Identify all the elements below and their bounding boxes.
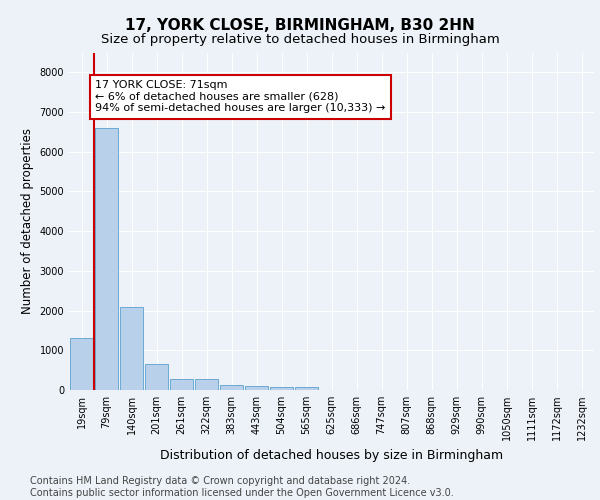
Bar — [145, 364, 169, 390]
Text: 17 YORK CLOSE: 71sqm
← 6% of detached houses are smaller (628)
94% of semi-detac: 17 YORK CLOSE: 71sqm ← 6% of detached ho… — [95, 80, 386, 114]
Bar — [245, 386, 268, 390]
Text: Contains HM Land Registry data © Crown copyright and database right 2024.
Contai: Contains HM Land Registry data © Crown c… — [30, 476, 454, 498]
Bar — [95, 128, 118, 390]
Bar — [220, 385, 244, 390]
Bar — [119, 308, 143, 390]
Bar — [70, 338, 94, 390]
Bar — [170, 379, 193, 390]
Bar — [269, 388, 293, 390]
Text: Size of property relative to detached houses in Birmingham: Size of property relative to detached ho… — [101, 32, 499, 46]
Text: 17, YORK CLOSE, BIRMINGHAM, B30 2HN: 17, YORK CLOSE, BIRMINGHAM, B30 2HN — [125, 18, 475, 32]
X-axis label: Distribution of detached houses by size in Birmingham: Distribution of detached houses by size … — [160, 448, 503, 462]
Bar — [295, 388, 319, 390]
Y-axis label: Number of detached properties: Number of detached properties — [21, 128, 34, 314]
Bar — [194, 380, 218, 390]
